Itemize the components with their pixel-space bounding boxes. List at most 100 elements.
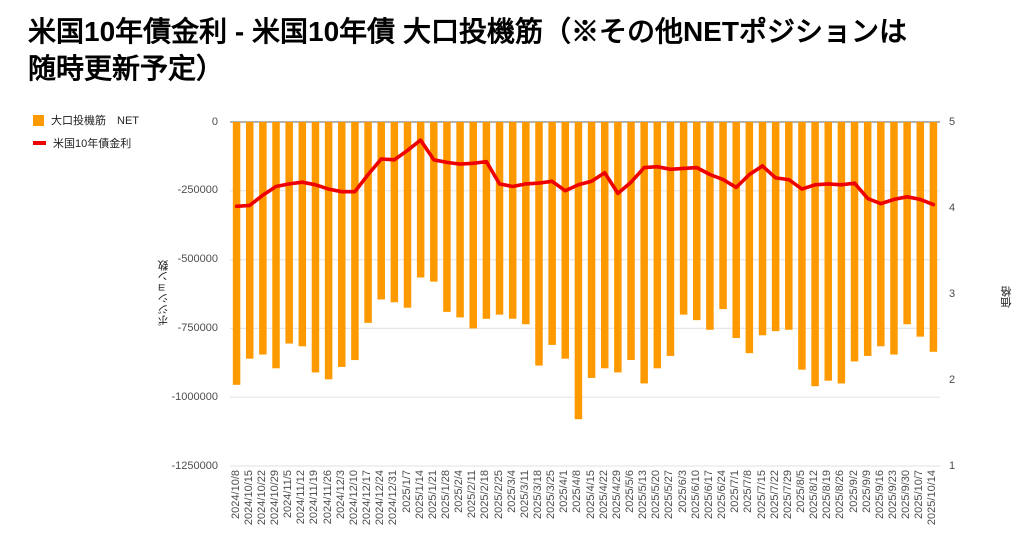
bar[interactable] <box>403 122 412 308</box>
x-axis-tick: 2024/11/12 <box>295 470 308 525</box>
bar[interactable] <box>377 122 385 300</box>
bar[interactable] <box>338 122 346 367</box>
bar[interactable] <box>745 122 754 354</box>
bar[interactable] <box>272 122 280 369</box>
bar[interactable] <box>679 122 688 315</box>
x-axis-tick: 2025/4/8 <box>571 470 584 513</box>
legend-bar-label: 大口投機筋 NET <box>51 115 139 127</box>
bar[interactable] <box>482 122 491 319</box>
bar[interactable] <box>522 122 530 325</box>
x-axis-tick: 2025/2/25 <box>492 470 505 519</box>
bar[interactable] <box>574 122 583 420</box>
bar[interactable] <box>259 122 267 355</box>
x-axis-tick: 2025/7/29 <box>781 470 794 519</box>
legend-item-net-position: 大口投機筋 NET <box>33 112 139 128</box>
bar[interactable] <box>929 122 938 352</box>
bar[interactable] <box>785 122 793 330</box>
bar[interactable] <box>653 122 662 369</box>
bar[interactable] <box>863 122 872 356</box>
bar[interactable] <box>351 122 359 361</box>
bar[interactable] <box>627 122 635 361</box>
x-axis-tick: 2024/12/24 <box>374 470 387 526</box>
bar[interactable] <box>850 122 859 362</box>
bar[interactable] <box>469 122 477 329</box>
bar[interactable] <box>666 122 675 356</box>
x-axis-tick: 2025/2/4 <box>453 470 466 513</box>
x-axis-tick: 2025/7/22 <box>768 470 781 519</box>
x-axis-tick: 2024/12/3 <box>334 470 347 519</box>
bar[interactable] <box>890 122 898 355</box>
x-axis-tick: 2025/9/30 <box>900 470 913 519</box>
bar[interactable] <box>811 122 819 387</box>
x-axis-tick: 2025/5/20 <box>650 470 663 519</box>
bar[interactable] <box>443 122 451 312</box>
x-axis-tick: 2025/6/10 <box>689 470 702 519</box>
x-axis-tick: 2025/5/27 <box>663 470 676 519</box>
title-line-2: 随時更新予定） <box>28 52 225 84</box>
y-axis-tick-left: -500000 <box>177 253 218 266</box>
bar[interactable] <box>561 122 570 359</box>
x-axis-tick: 2024/10/15 <box>242 470 255 526</box>
bar[interactable] <box>390 122 399 303</box>
bar[interactable] <box>587 122 596 378</box>
bar[interactable] <box>877 122 885 347</box>
bar[interactable] <box>232 122 241 385</box>
legend-item-yield: 米国10年債金利 <box>33 135 131 151</box>
x-axis-tick: 2025/6/3 <box>676 470 689 513</box>
x-axis-tick: 2024/10/8 <box>229 470 242 519</box>
bar[interactable] <box>903 122 911 325</box>
x-axis-tick: 2025/7/15 <box>755 470 768 519</box>
bar[interactable] <box>508 122 517 319</box>
x-axis-tick: 2025/1/21 <box>426 470 439 519</box>
bar[interactable] <box>245 122 254 359</box>
bar[interactable] <box>456 122 464 318</box>
bar[interactable] <box>798 122 806 370</box>
bar[interactable] <box>311 122 320 373</box>
bar[interactable] <box>614 122 622 373</box>
y-axis-tick-right: 1 <box>949 459 956 472</box>
bar[interactable] <box>416 122 425 278</box>
x-axis-tick: 2024/11/26 <box>321 470 334 525</box>
x-axis-tick: 2024/12/31 <box>387 470 400 526</box>
bar[interactable] <box>640 122 648 384</box>
x-axis-tick: 2024/10/22 <box>255 470 268 526</box>
x-axis-tick: 2025/9/9 <box>860 470 873 513</box>
y-axis-tick-left: -250000 <box>177 184 218 197</box>
bar[interactable] <box>916 122 925 337</box>
x-axis-tick: 2025/1/28 <box>439 470 452 519</box>
bar[interactable] <box>719 122 727 310</box>
bar[interactable] <box>837 122 846 384</box>
bar[interactable] <box>706 122 714 330</box>
legend-line-label: 米国10年債金利 <box>53 138 132 150</box>
x-axis-tick: 2025/3/25 <box>545 470 558 519</box>
x-axis-tick: 2025/8/19 <box>821 470 834 519</box>
bar[interactable] <box>824 122 832 381</box>
y-axis-tick-left: -750000 <box>177 321 218 334</box>
x-axis-tick: 2025/4/29 <box>610 470 623 519</box>
bar[interactable] <box>548 122 556 345</box>
bar[interactable] <box>324 122 333 380</box>
bar[interactable] <box>758 122 767 336</box>
x-axis-tick: 2025/8/12 <box>808 470 821 519</box>
x-axis-tick: 2025/9/16 <box>873 470 886 519</box>
x-axis-tick: 2025/2/11 <box>466 470 479 519</box>
x-axis-tick: 2025/7/1 <box>729 470 742 513</box>
x-axis-tick: 2024/12/10 <box>347 470 360 526</box>
bar[interactable] <box>732 122 740 339</box>
bar[interactable] <box>535 122 543 366</box>
bar[interactable] <box>600 122 609 369</box>
x-axis-tick: 2024/11/5 <box>282 470 295 519</box>
bar[interactable] <box>285 122 293 344</box>
bar[interactable] <box>298 122 307 347</box>
y-axis-tick-right: 4 <box>949 201 956 214</box>
x-axis-tick: 2025/10/14 <box>926 470 939 526</box>
bar[interactable] <box>693 122 701 321</box>
x-axis-tick: 2025/6/17 <box>702 470 715 519</box>
bar[interactable] <box>771 122 780 332</box>
gridlines <box>230 121 940 467</box>
bar[interactable] <box>364 122 372 323</box>
bar-series <box>232 122 938 420</box>
yield-line <box>234 138 936 209</box>
bar[interactable] <box>495 122 504 315</box>
bar[interactable] <box>430 122 438 282</box>
